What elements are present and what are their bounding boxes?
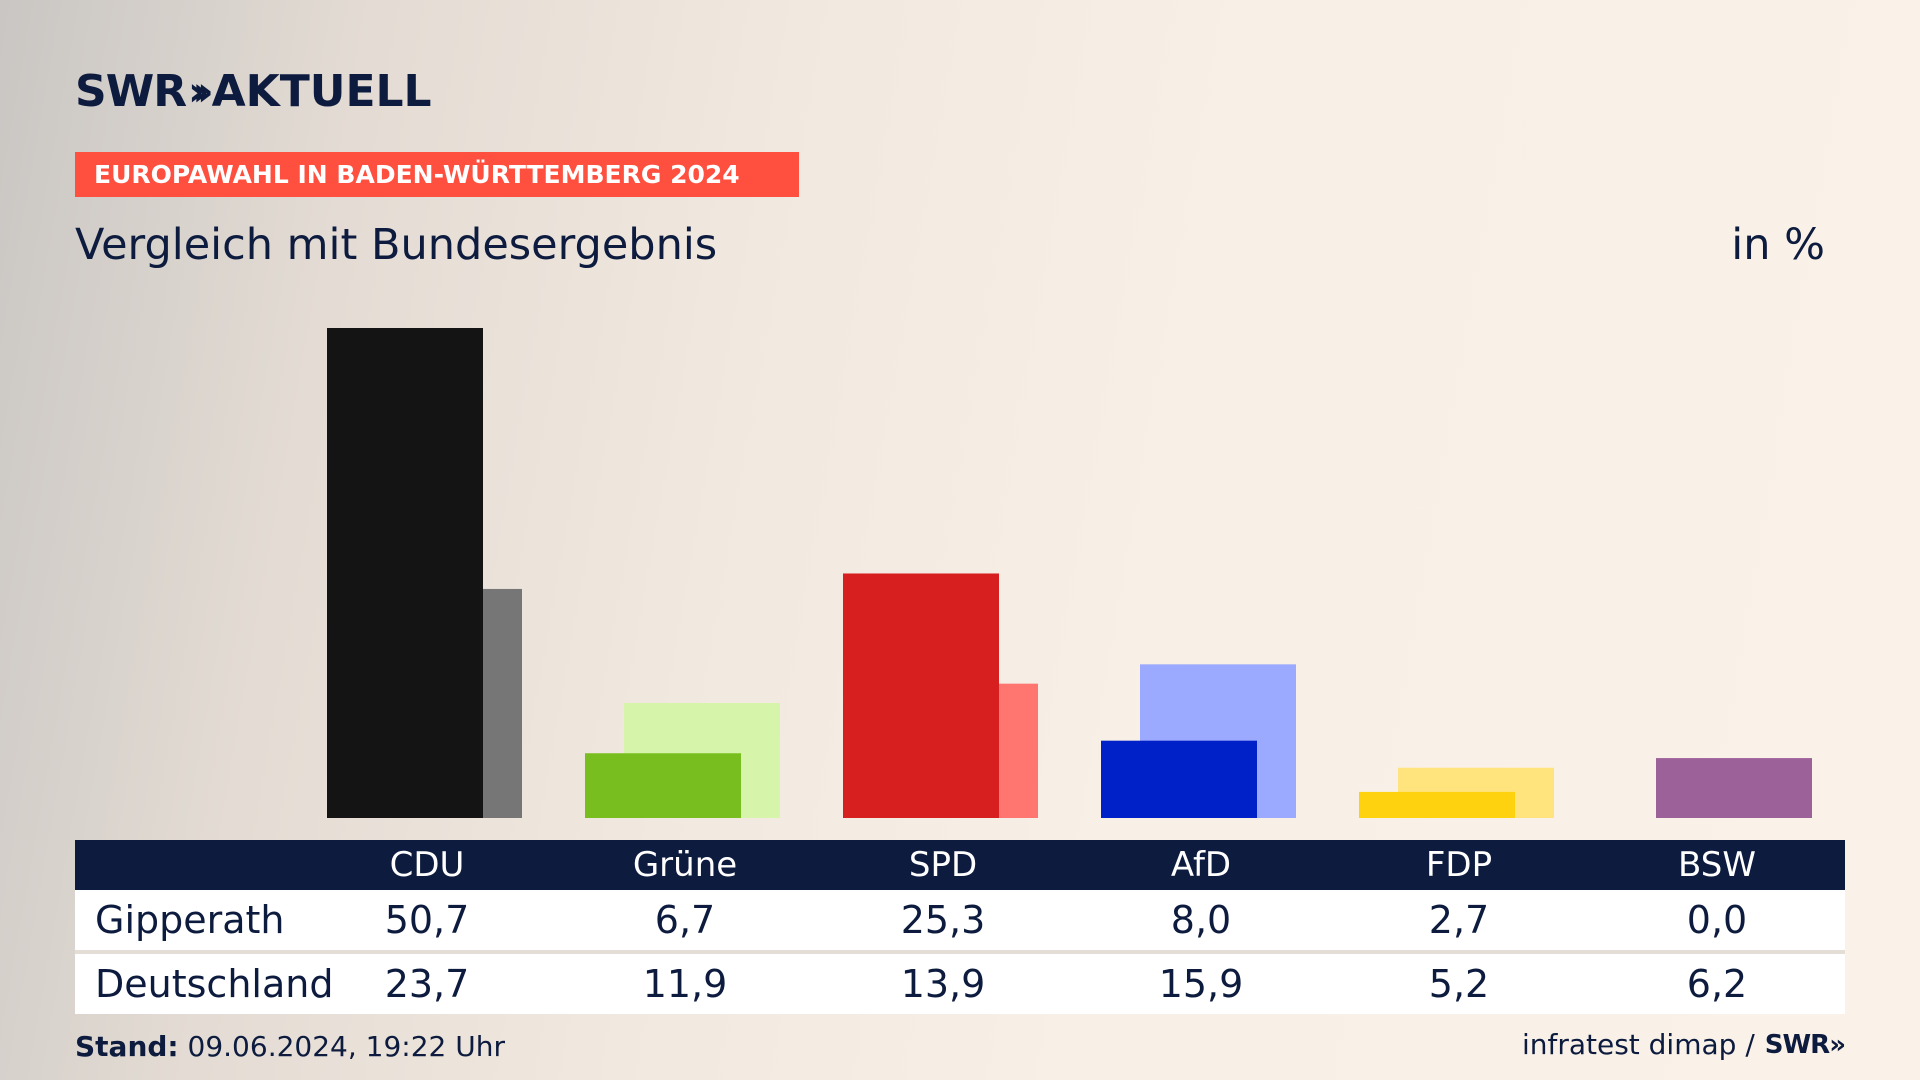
table-header-row: CDU Grüne SPD AfD FDP BSW	[75, 840, 1845, 890]
row-label-deutschland: Deutschland	[95, 962, 334, 1006]
bar-chart	[327, 328, 1812, 818]
value-label: 5,2	[1428, 962, 1490, 1006]
bar-gipperath-afd	[1101, 740, 1257, 818]
category-label: FDP	[1425, 845, 1493, 885]
timestamp: Stand: 09.06.2024, 19:22 Uhr	[75, 1030, 505, 1063]
value-label: 0,0	[1686, 898, 1748, 942]
logo-aktuell: AKTUELL	[211, 66, 432, 117]
bar-gipperath-spd	[843, 573, 999, 818]
value-label: 15,9	[1158, 962, 1244, 1006]
value-label: 6,7	[654, 898, 716, 942]
value-label: 2,7	[1428, 898, 1490, 942]
table-row: Deutschland 23,7 11,9 13,9 15,9 5,2 6,2	[75, 954, 1845, 1014]
bar-gipperath-fdp	[1359, 791, 1515, 818]
table-row: Gipperath 50,7 6,7 25,3 8,0 2,7 0,0	[75, 890, 1845, 954]
category-label: AfD	[1170, 845, 1232, 885]
results-table: CDU Grüne SPD AfD FDP BSW Gipperath 50,7 6,7 25…	[75, 840, 1845, 1014]
value-label: 11,9	[642, 962, 728, 1006]
source-swr-logo: SWR»	[1764, 1029, 1846, 1060]
stand-label: Stand:	[75, 1030, 179, 1063]
kicker-banner: EUROPAWAHL IN BADEN-WÜRTTEMBERG 2024	[75, 152, 799, 197]
kicker-text: EUROPAWAHL IN BADEN-WÜRTTEMBERG 2024	[94, 160, 740, 189]
category-label: Grüne	[632, 845, 738, 885]
chart-subtitle: Vergleich mit Bundesergebnis	[75, 220, 718, 270]
category-label: SPD	[908, 845, 978, 885]
bar-gipperath-grüne	[585, 753, 741, 818]
value-label: 6,2	[1686, 962, 1748, 1006]
value-label: 23,7	[384, 962, 470, 1006]
logo-swr: SWR	[75, 66, 187, 117]
unit-label: in %	[1731, 220, 1825, 270]
category-label: CDU	[389, 845, 465, 885]
source-credit: infratest dimap / SWR»	[1521, 1028, 1846, 1061]
source-text: infratest dimap /	[1521, 1028, 1755, 1061]
row-label-gipperath: Gipperath	[95, 898, 285, 942]
value-label: 50,7	[384, 898, 470, 942]
category-label: BSW	[1678, 845, 1756, 885]
bar-gipperath-cdu	[327, 328, 483, 818]
value-label: 25,3	[900, 898, 986, 942]
bar-deutschland-bsw	[1656, 758, 1812, 818]
stand-value: 09.06.2024, 19:22 Uhr	[187, 1030, 505, 1063]
value-label: 8,0	[1170, 898, 1232, 942]
swr-aktuell-logo: SWR ››› AKTUELL	[75, 66, 432, 117]
value-label: 13,9	[900, 962, 986, 1006]
